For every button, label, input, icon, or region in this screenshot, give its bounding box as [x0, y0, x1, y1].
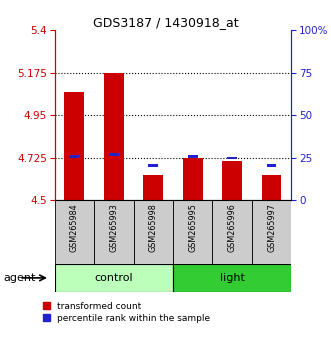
Bar: [94, 200, 133, 264]
Bar: [188, 155, 198, 158]
Bar: [252, 200, 291, 264]
Text: control: control: [94, 273, 133, 283]
Text: GDS3187 / 1430918_at: GDS3187 / 1430918_at: [93, 16, 238, 29]
Text: GSM265998: GSM265998: [149, 203, 158, 252]
Legend: transformed count, percentile rank within the sample: transformed count, percentile rank withi…: [43, 302, 210, 322]
Bar: [55, 200, 94, 264]
Text: light: light: [220, 273, 245, 283]
Text: GSM265993: GSM265993: [109, 203, 118, 252]
Text: agent: agent: [3, 273, 36, 283]
Bar: [262, 175, 281, 200]
Bar: [133, 200, 173, 264]
Bar: [55, 264, 173, 292]
Bar: [104, 73, 124, 200]
Text: GSM265995: GSM265995: [188, 203, 197, 252]
Text: GSM265996: GSM265996: [228, 203, 237, 252]
Bar: [183, 159, 203, 200]
Bar: [143, 175, 163, 200]
Bar: [227, 156, 237, 159]
Bar: [173, 264, 291, 292]
Bar: [109, 153, 119, 156]
Bar: [222, 161, 242, 200]
Text: GSM265997: GSM265997: [267, 203, 276, 252]
Bar: [148, 164, 158, 167]
Bar: [173, 200, 213, 264]
Text: GSM265984: GSM265984: [70, 203, 79, 252]
Bar: [267, 164, 276, 167]
Bar: [213, 200, 252, 264]
Bar: [65, 92, 84, 200]
Bar: [70, 155, 79, 158]
